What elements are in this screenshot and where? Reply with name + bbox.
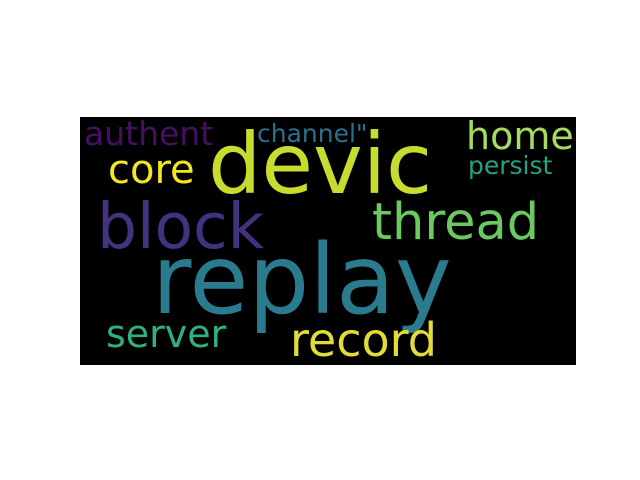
word-channel: channel" xyxy=(257,119,368,148)
word-devic: devic xyxy=(208,117,433,213)
word-authent: authent xyxy=(84,117,214,153)
word-record: record xyxy=(290,313,437,365)
word-replay: replay xyxy=(152,224,452,336)
word-thread: thread xyxy=(372,193,540,252)
word-cloud: authent channel" home core persist devic… xyxy=(80,117,576,365)
word-server: server xyxy=(106,312,227,356)
word-home: home xyxy=(466,117,574,158)
word-block: block xyxy=(97,190,265,263)
word-persist: persist xyxy=(468,151,553,180)
word-core: core xyxy=(108,147,195,193)
